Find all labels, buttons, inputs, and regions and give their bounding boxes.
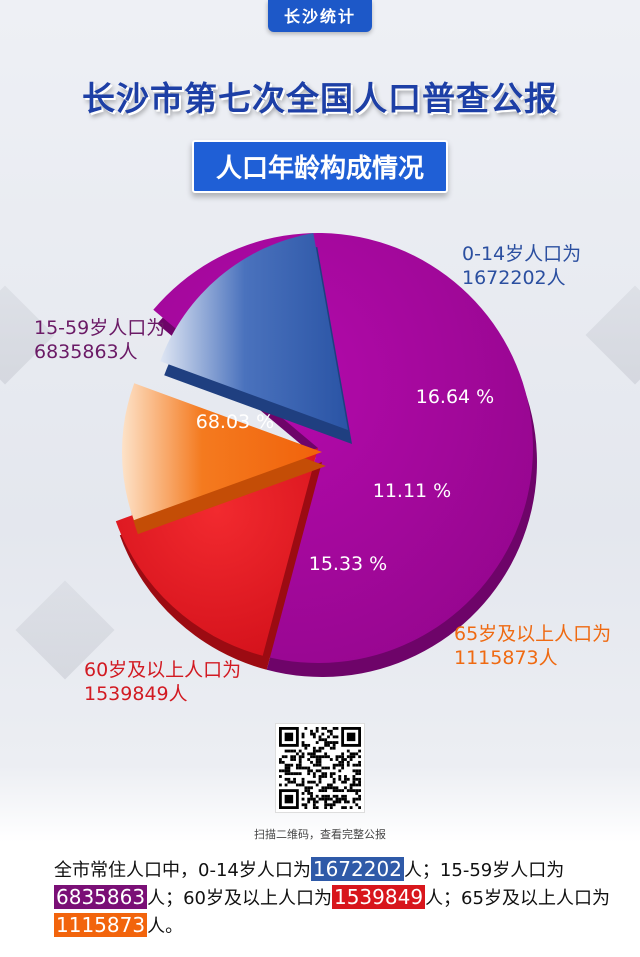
label-0-14-line2: 1672202人 [462, 267, 566, 289]
label-0-14-line1: 0-14岁人口为 [462, 243, 582, 265]
slice-60-plus [115, 448, 318, 656]
label-0-14: 0-14岁人口为 1672202人 [462, 242, 581, 290]
summary-part-1: 全市常住人口中，0-14岁人口为 [54, 860, 311, 881]
label-15-59: 15-59岁人口为 6835863人 [34, 316, 165, 364]
pie-chart: 68.03 % 15.33 % 11.11 % 16.64 % [115, 233, 537, 678]
qr-code-image [279, 727, 361, 809]
summary-value-15-59: 6835863 [54, 885, 148, 909]
summary-part-3: 人；60岁及以上人口为 [147, 888, 332, 909]
brand-badge: 长沙统计 [267, 0, 373, 32]
label-65-plus-line2: 1115873人 [454, 647, 558, 669]
label-60-plus-line2: 1539849人 [84, 683, 188, 705]
summary-part-4: 人；65岁及以上人口为 [425, 888, 610, 909]
label-60-plus: 60岁及以上人口为 1539849人 [84, 658, 241, 706]
qr-caption: 扫描二维码，查看完整公报 [254, 828, 386, 841]
slice-65-plus-pct-label: 11.11 % [373, 480, 452, 502]
slice-15-59-pct-label: 68.03 % [196, 411, 275, 433]
summary-value-60-plus: 1539849 [331, 885, 426, 909]
slice-0-14 [160, 233, 348, 430]
label-15-59-line2: 6835863人 [34, 341, 138, 363]
slice-60-plus-pct-label: 15.33 % [309, 553, 388, 575]
page-subtitle: 人口年龄构成情况 [191, 140, 449, 193]
page-title: 长沙市第七次全国人口普查公报 [82, 79, 558, 118]
label-65-plus-line1: 65岁及以上人口为 [454, 623, 612, 645]
label-15-59-line1: 15-59岁人口为 [34, 317, 166, 339]
slice-0-14-pct-label: 16.64 % [416, 386, 495, 408]
summary-text: 全市常住人口中，0-14岁人口为 1672202 人；15-59岁人口为 683586… [54, 856, 614, 940]
summary-part-2: 人；15-59岁人口为 [403, 860, 565, 881]
qr-code[interactable] [276, 724, 364, 812]
summary-value-0-14: 1672202 [310, 857, 404, 881]
label-65-plus: 65岁及以上人口为 1115873人 [454, 622, 611, 670]
slice-65-plus [121, 383, 322, 521]
summary-part-5: 人。 [147, 916, 184, 937]
label-60-plus-line1: 60岁及以上人口为 [84, 659, 242, 681]
summary-value-65-plus: 1115873 [54, 913, 148, 937]
